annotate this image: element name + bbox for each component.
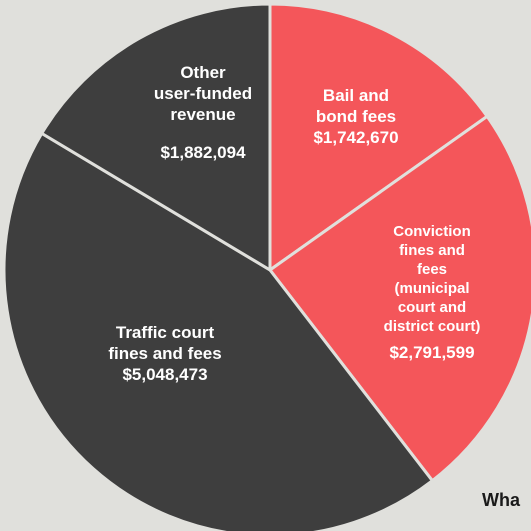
pie-slice (268, 2, 490, 273)
value-label: $1,742,670 (313, 128, 399, 147)
slice-label: Other user-funded revenue (153, 63, 253, 124)
slice-label: Conviction fines and fees (municipal cou… (383, 223, 481, 335)
pie-slice (39, 2, 272, 273)
slice-label: Traffic court fines and fees (108, 323, 222, 363)
value-label: $1,882,094 (160, 143, 246, 162)
footer-heading: Wha (482, 490, 520, 510)
pie-slice (267, 114, 531, 483)
value-label: $5,048,473 (122, 365, 208, 384)
value-label: $2,791,599 (389, 343, 475, 362)
pie-slice (2, 131, 435, 531)
slice-label: Bail and bond fees (315, 86, 397, 126)
